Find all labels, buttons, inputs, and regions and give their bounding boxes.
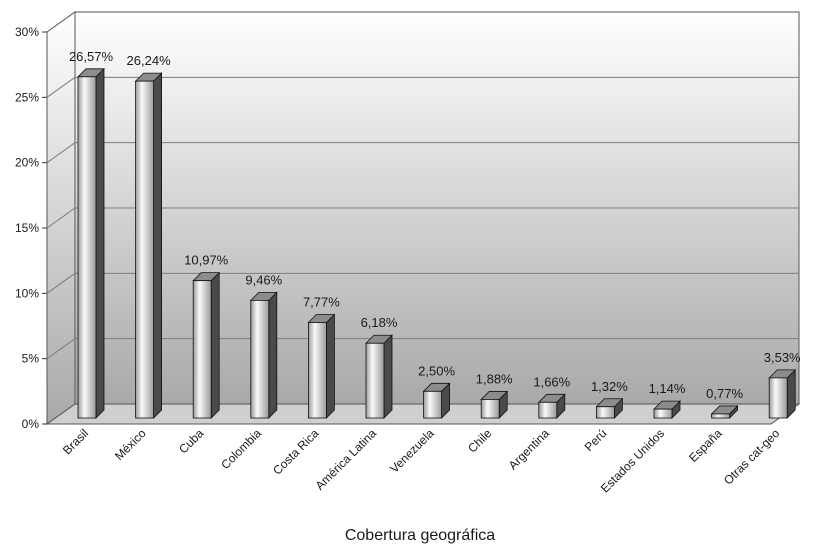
data-label: 3,53%: [764, 350, 801, 365]
y-tick-label: 15%: [15, 221, 39, 235]
data-label: 1,88%: [476, 371, 513, 386]
bar-front: [480, 399, 500, 419]
bar-front: [711, 413, 730, 419]
bar-side: [153, 72, 163, 419]
data-label: 1,14%: [649, 381, 686, 396]
bar-venezuela: [422, 382, 451, 419]
bar-colombia: [249, 291, 278, 419]
y-tick-label: 10%: [15, 286, 39, 300]
data-label: 26,24%: [127, 53, 172, 68]
data-labels-group: 26,57% 26,24% 10,97% 9,46% 7,77% 6,18% 2,50% 1,…: [69, 49, 801, 401]
x-tick-label: Chile: [465, 426, 494, 455]
y-tick-label: 0%: [22, 417, 40, 431]
data-label: 9,46%: [245, 272, 282, 287]
y-tick-label: 25%: [15, 90, 39, 104]
bar-espa-a: [710, 404, 739, 419]
bar-cuba: [192, 271, 221, 419]
x-tick-label: Otras cat-geo: [721, 426, 783, 488]
bar-m-xico: [134, 72, 163, 419]
bar-chile: [480, 390, 509, 419]
gridlines: [46, 76, 799, 360]
bar-front: [77, 76, 97, 419]
data-label: 6,18%: [361, 315, 398, 330]
bar-side: [383, 334, 393, 419]
bar-front: [307, 322, 327, 419]
gridline: [46, 207, 76, 229]
data-label: 0,77%: [706, 386, 743, 401]
bar-front: [250, 299, 270, 419]
data-label: 1,66%: [533, 374, 570, 389]
bar-argentina: [537, 393, 566, 419]
bar-otras-cat-geo: [768, 368, 797, 419]
bar-front: [135, 80, 155, 419]
x-tick-label: Argentina: [506, 426, 552, 472]
x-tick-label: Cuba: [176, 426, 206, 456]
data-label: 10,97%: [184, 253, 229, 268]
data-label: 2,50%: [418, 363, 455, 378]
x-tick-label: México: [112, 426, 149, 463]
bar-per-: [595, 397, 624, 419]
data-label: 1,32%: [591, 379, 628, 394]
gridline: [46, 338, 76, 360]
y-axis-ticks: 0% 5% 10% 15% 20% 25% 30%: [15, 25, 47, 431]
y-tick-label: 30%: [15, 25, 39, 39]
data-label: 7,77%: [303, 294, 340, 309]
gridline: [46, 142, 76, 164]
bar-costa-rica: [307, 313, 336, 419]
x-tick-label: Perú: [582, 426, 610, 454]
bar-side: [95, 67, 105, 419]
bar-front: [192, 280, 212, 419]
bar-front: [423, 390, 443, 419]
bar-front: [596, 406, 615, 419]
gridline: [46, 76, 76, 98]
x-tick-label: Costa Rica: [270, 426, 322, 478]
x-tick-label: Colombia: [218, 426, 264, 472]
bar-side: [325, 313, 335, 419]
bar-front: [538, 401, 558, 419]
bar-side: [210, 271, 220, 419]
bar-brasil: [77, 67, 105, 419]
x-tick-label: Brasil: [60, 426, 91, 457]
bar-side: [268, 291, 278, 419]
x-axis-title: Cobertura geográfica: [345, 527, 495, 544]
bar-front: [653, 408, 673, 419]
x-tick-label: Venezuela: [387, 426, 437, 476]
bar-am-rica-latina: [365, 334, 393, 419]
bar-front: [365, 342, 385, 419]
x-tick-label: América Latina: [313, 426, 380, 493]
bar-estados-unidos: [653, 400, 681, 419]
bar-front: [768, 377, 788, 419]
bars-group: [77, 67, 797, 419]
x-axis-ticks: Brasil México Cuba Colombia Costa RicaAméric…: [60, 426, 783, 496]
y-tick-label: 20%: [15, 156, 39, 170]
gridline: [46, 272, 76, 294]
y-tick-label: 5%: [22, 352, 40, 366]
x-tick-label: España: [686, 426, 725, 465]
data-label: 26,57%: [69, 49, 114, 64]
